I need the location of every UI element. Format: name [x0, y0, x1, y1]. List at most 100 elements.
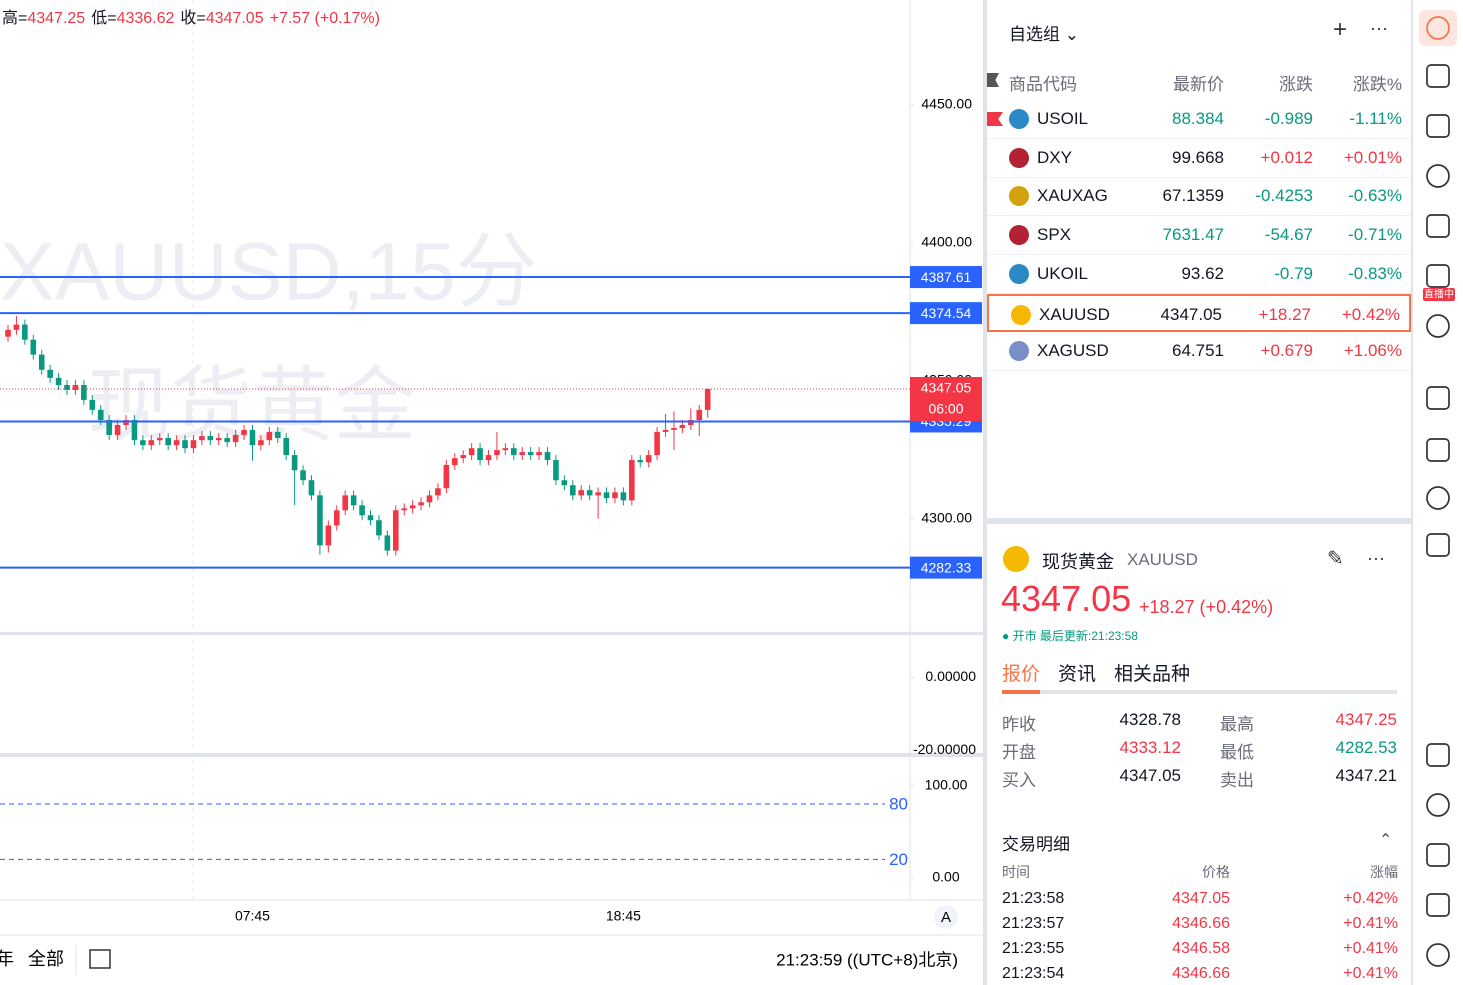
live-badge: 直播中 — [1424, 288, 1454, 301]
stat-label: 卖出 — [1220, 771, 1254, 790]
candle-body — [30, 339, 37, 355]
candle-body — [249, 429, 256, 446]
sidebar-icon[interactable] — [1426, 793, 1450, 817]
candle-body — [317, 495, 323, 546]
sidebar-icon[interactable] — [1426, 743, 1450, 767]
range-button[interactable]: 全部 — [28, 949, 64, 969]
level-label: 4282.33 — [921, 559, 972, 575]
add-button[interactable]: + — [1333, 16, 1348, 43]
column-header: 商品代码 — [1009, 75, 1077, 94]
change: -54.67 — [1264, 225, 1313, 245]
symbol: SPX — [1037, 225, 1072, 245]
sidebar-icon[interactable] — [1426, 164, 1450, 188]
candle-body — [215, 437, 222, 441]
clock: 21:23:59 ((UTC+8)北京) — [776, 950, 958, 969]
sidebar-icon[interactable] — [1426, 533, 1450, 557]
sidebar-icon[interactable] — [1426, 438, 1450, 462]
tab[interactable]: 资讯 — [1058, 664, 1097, 685]
watchlist-row[interactable]: XAUUSD 4347.05 +18.27 +0.42% — [987, 293, 1411, 332]
divider — [1411, 0, 1413, 985]
symbol: DXY — [1037, 147, 1072, 167]
candle-body — [629, 460, 635, 501]
more-button[interactable]: ··· — [1367, 548, 1385, 568]
stoch-level-label: 20 — [889, 850, 908, 869]
symbol-icon — [1009, 263, 1029, 284]
trade-cell: 4346.58 — [1172, 940, 1230, 957]
date-range-icon[interactable] — [89, 949, 111, 969]
symbol-icon — [1009, 186, 1029, 207]
candle-body — [350, 495, 357, 506]
candle-body — [612, 492, 618, 499]
sidebar-icon[interactable] — [1426, 843, 1450, 867]
candle-body — [207, 436, 214, 441]
candle-body — [22, 324, 28, 340]
watchlist-row[interactable]: USOIL 88.384 -0.989 -1.11% — [987, 100, 1411, 139]
trade-cell: +0.41% — [1343, 965, 1398, 982]
candle-body — [494, 450, 500, 456]
sidebar-icon[interactable] — [1426, 314, 1450, 338]
symbol: USOIL — [1037, 109, 1089, 128]
sidebar-icon[interactable] — [1426, 214, 1450, 238]
change-pct: +0.01% — [1343, 147, 1402, 167]
stat-label: 买入 — [1002, 771, 1036, 790]
pane-separator — [0, 753, 983, 757]
watchlist-group[interactable]: 自选组 ⌄ — [1009, 25, 1079, 44]
sidebar-icon[interactable] — [1426, 893, 1450, 917]
sidebar-icon[interactable] — [1426, 264, 1450, 288]
watchlist-row[interactable]: UKOIL 93.62 -0.79 -0.83% — [987, 255, 1411, 294]
trade-cell: +0.41% — [1343, 940, 1398, 957]
status-text: 开市 最后更新:21:23:58 — [1012, 629, 1138, 643]
watchlist-row[interactable]: XAUXAG 67.1359 -0.4253 -0.63% — [987, 177, 1411, 217]
watchlist-row[interactable]: XAGUSD 64.751 +0.679 +1.06% — [987, 332, 1411, 372]
candle-body — [156, 437, 163, 441]
pane-separator — [0, 632, 983, 635]
candle-body — [578, 490, 585, 496]
candle-body — [502, 448, 509, 451]
auto-button[interactable]: A — [941, 909, 951, 926]
stat-value: 4347.05 — [1119, 766, 1181, 785]
sidebar-icon[interactable] — [1426, 16, 1450, 40]
watchlist-row[interactable]: SPX 7631.47 -54.67 -0.71% — [987, 216, 1411, 256]
x-tick-label: 18:45 — [606, 908, 641, 924]
tab-track — [1002, 690, 1397, 694]
range-button[interactable]: 年 — [0, 949, 14, 969]
candle-body — [47, 369, 53, 378]
flag — [987, 112, 1003, 126]
stoch-level-label: 80 — [889, 795, 908, 814]
candle-body — [190, 440, 197, 449]
watchlist-row[interactable]: DXY 99.668 +0.012 +0.01% — [987, 139, 1411, 178]
ohlc-change: +7.57 (+0.17%) — [270, 10, 380, 27]
level-label: 4374.54 — [921, 305, 972, 321]
edit-button[interactable]: ✎ — [1327, 548, 1344, 570]
stat-label: 昨收 — [1002, 715, 1036, 734]
stat-value: 4282.53 — [1335, 738, 1397, 757]
candle-body — [333, 510, 340, 526]
more-button[interactable]: ··· — [1370, 18, 1388, 38]
symbol: XAUUSD — [1039, 304, 1110, 324]
sidebar-icon[interactable] — [1426, 114, 1450, 138]
level-label: 4387.61 — [921, 269, 972, 285]
tab[interactable]: 相关品种 — [1114, 664, 1191, 685]
sidebar-icon[interactable] — [1426, 64, 1450, 88]
divider — [987, 518, 1411, 524]
symbol-icon — [1009, 147, 1029, 168]
stat-value: 4347.25 — [1335, 710, 1397, 729]
group-name[interactable]: 自选组 — [1009, 25, 1060, 44]
sidebar-icon[interactable] — [1426, 943, 1450, 967]
candle-body — [418, 502, 424, 506]
latest: 93.62 — [1181, 263, 1224, 283]
trade-cell: +0.41% — [1343, 915, 1398, 932]
candle-body — [13, 324, 20, 330]
sidebar-icon[interactable] — [1426, 486, 1450, 510]
sidebar-icon[interactable] — [1426, 386, 1450, 410]
collapse-button[interactable]: ⌃ — [1379, 832, 1393, 849]
candle-body — [485, 455, 492, 461]
stat-label: 最低 — [1220, 743, 1254, 762]
column-header: 涨跌% — [1352, 75, 1402, 94]
candle-body — [662, 429, 669, 432]
candle-body — [72, 384, 79, 390]
tab[interactable]: 报价 — [1002, 664, 1041, 685]
candle-body — [384, 535, 391, 551]
change: +18.27 — [1258, 304, 1311, 324]
